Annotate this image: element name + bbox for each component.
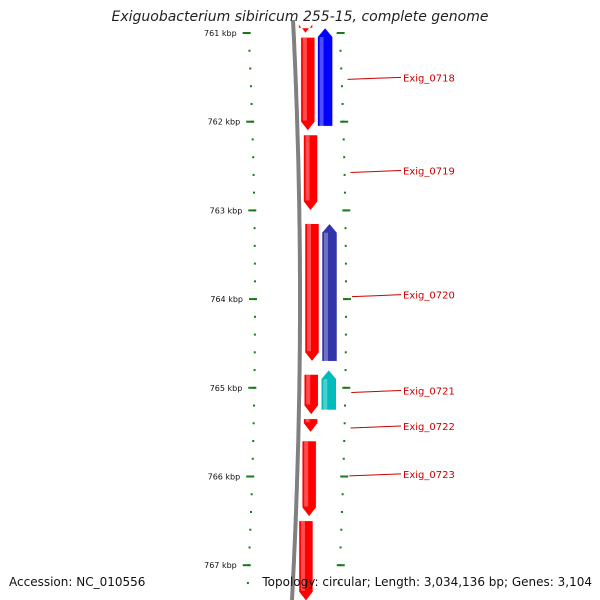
gene-label-leader xyxy=(347,76,402,80)
gene-label-leader xyxy=(351,389,402,393)
gene-label-leader xyxy=(349,473,402,477)
gene-label-leader xyxy=(351,294,402,298)
gene-label: Exig_0719 xyxy=(403,166,455,177)
forward-gene-arrow xyxy=(303,418,318,433)
backbone-line xyxy=(290,19,302,600)
reverse-gene-arrow xyxy=(317,27,333,127)
genome-summary-text: Topology: circular; Length: 3,034,136 bp… xyxy=(262,575,592,589)
forward-gene-highlight xyxy=(305,418,310,423)
ruler-tick-label: 761 kbp xyxy=(204,29,237,38)
forward-strand-genes xyxy=(298,23,320,600)
gene-label-leader xyxy=(350,425,402,429)
ruler-tick-label: 767 kbp xyxy=(204,561,237,570)
ruler: 761 kbp 762 kbp 763 kbp 764 kbp 765 kbp 766 k… xyxy=(204,29,351,584)
forward-gene-highlight xyxy=(305,135,310,201)
gene-label: Exig_0721 xyxy=(403,386,455,397)
forward-gene-highlight xyxy=(306,374,311,405)
ruler-tick-label: 766 kbp xyxy=(208,473,241,482)
map-title: Exiguobacterium sibiricum 255-15, comple… xyxy=(111,9,489,25)
reverse-gene-highlight xyxy=(323,232,328,362)
reverse-gene-highlight xyxy=(319,37,324,127)
gene-label: Exig_0722 xyxy=(403,422,455,433)
gene-labels: Exig_0718 Exig_0719 Exig_0720 Exig_0721 Exig… xyxy=(347,73,455,481)
forward-gene-highlight xyxy=(302,37,307,121)
gene-label: Exig_0723 xyxy=(403,470,455,481)
ruler-tick-label: 763 kbp xyxy=(210,206,243,215)
gene-label-leader xyxy=(350,169,402,173)
reverse-gene-highlight xyxy=(323,379,328,410)
gene-label: Exig_0718 xyxy=(403,73,455,84)
ruler-tick-label: 764 kbp xyxy=(210,295,243,304)
gene-label: Exig_0720 xyxy=(403,291,455,302)
genome-backbone xyxy=(290,19,302,600)
forward-gene-arrow xyxy=(298,23,313,34)
reverse-gene-arrow xyxy=(321,223,338,362)
ruler-tick-label: 765 kbp xyxy=(210,384,243,393)
forward-gene-highlight xyxy=(300,520,305,591)
accession-text: Accession: NC_010556 xyxy=(9,575,146,589)
forward-gene-highlight xyxy=(306,223,311,352)
reverse-gene-arrow xyxy=(321,369,337,411)
forward-gene-highlight xyxy=(304,441,309,507)
reverse-strand-genes xyxy=(317,27,338,411)
ruler-tick-label: 762 kbp xyxy=(208,118,241,127)
